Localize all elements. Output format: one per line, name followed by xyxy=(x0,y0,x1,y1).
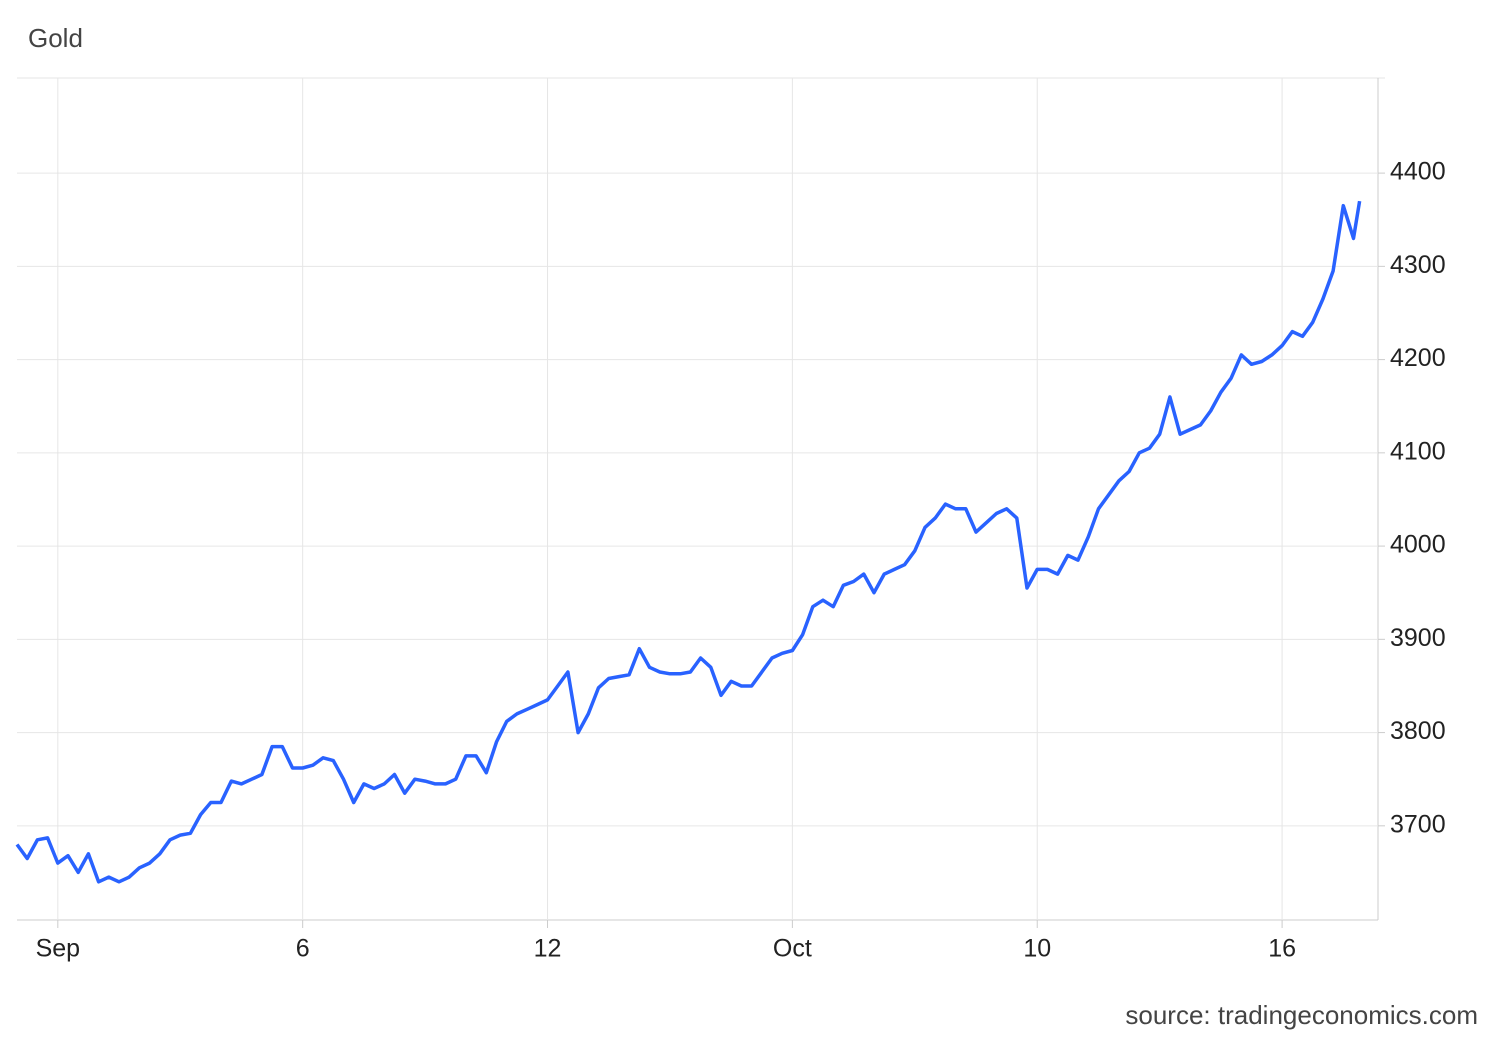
y-tick-label: 4400 xyxy=(1390,158,1446,186)
y-tick-label: 3800 xyxy=(1390,717,1446,745)
y-tick-label: 4300 xyxy=(1390,251,1446,279)
x-tick-label: 16 xyxy=(1268,935,1296,963)
y-tick-label: 4000 xyxy=(1390,531,1446,559)
y-tick-label: 3700 xyxy=(1390,810,1446,838)
source-note: source: tradingeconomics.com xyxy=(1125,1000,1478,1030)
y-tick-label: 4100 xyxy=(1390,437,1446,465)
x-tick-label: 12 xyxy=(534,935,562,963)
x-tick-label: 10 xyxy=(1023,935,1051,963)
x-tick-label: 6 xyxy=(296,935,310,963)
x-tick-label: Oct xyxy=(773,935,812,963)
y-tick-label: 3900 xyxy=(1390,624,1446,652)
chart-title: Gold xyxy=(28,23,83,53)
y-tick-label: 4200 xyxy=(1390,344,1446,372)
price-line xyxy=(15,200,1362,884)
x-tick-label: Sep xyxy=(36,935,80,963)
